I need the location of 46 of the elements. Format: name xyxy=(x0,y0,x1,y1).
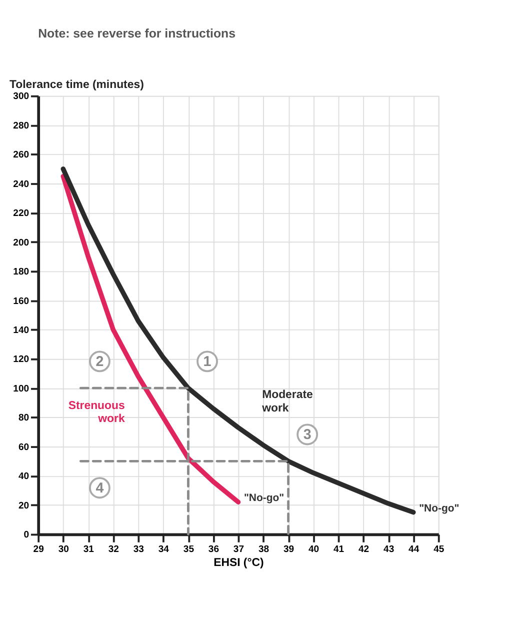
x-tick-label: 38 xyxy=(258,544,270,555)
y-tick-label: 140 xyxy=(13,324,30,336)
line-series xyxy=(60,166,416,515)
annotation: "No-go" xyxy=(244,493,284,504)
x-tick-label: 37 xyxy=(233,544,244,555)
y-tick-label: 20 xyxy=(18,500,30,512)
y-tick-label: 80 xyxy=(18,412,30,424)
annotation: 4 xyxy=(96,480,104,497)
y-tick-label: 40 xyxy=(18,471,30,482)
x-tick-label: 32 xyxy=(108,544,119,555)
y-tick-label: 180 xyxy=(13,266,30,278)
line-series xyxy=(60,174,241,504)
x-tick-label: 34 xyxy=(158,544,170,555)
x-tick-label: 35 xyxy=(183,544,195,555)
y-tick-label: 160 xyxy=(13,296,30,307)
x-tick-label: 33 xyxy=(133,544,144,555)
x-tick-label: 29 xyxy=(33,544,44,555)
y-tick-label: 220 xyxy=(13,208,30,220)
y-axis-title: Tolerance time (minutes) xyxy=(10,79,144,92)
x-tick-label: 44 xyxy=(408,544,420,555)
x-tick-label: 40 xyxy=(308,544,320,555)
x-tick-label: 39 xyxy=(283,544,294,555)
x-tick-label: 30 xyxy=(58,544,69,555)
annotation: "No-go" xyxy=(419,503,460,514)
y-tick-label: 300 xyxy=(13,91,30,102)
y-tick-label: 100 xyxy=(13,383,30,394)
annotation: 3 xyxy=(303,427,312,444)
y-tick-label: 120 xyxy=(13,354,30,366)
x-tick-label: 43 xyxy=(384,544,394,555)
x-tick-label: 45 xyxy=(434,544,445,555)
y-tick-label: 200 xyxy=(13,237,30,248)
x-axis-title: EHSI (°C) xyxy=(214,557,264,570)
y-tick-label: 0 xyxy=(24,530,30,541)
annotation: 1 xyxy=(203,354,212,370)
x-tick-label: 36 xyxy=(208,544,220,555)
y-tick-label: 280 xyxy=(13,120,30,132)
y-tick-label: 60 xyxy=(18,442,30,453)
x-tick-label: 41 xyxy=(333,544,345,555)
x-tick-label: 31 xyxy=(83,544,95,555)
y-tick-label: 260 xyxy=(13,150,30,161)
chart-title: Note: see reverse for instructions xyxy=(38,26,236,41)
text: Moderate work xyxy=(261,389,313,414)
y-tick-label: 240 xyxy=(13,178,30,190)
text: Strenuous work xyxy=(68,400,126,426)
annotation: 2 xyxy=(96,354,104,370)
x-tick-label: 42 xyxy=(358,544,370,555)
